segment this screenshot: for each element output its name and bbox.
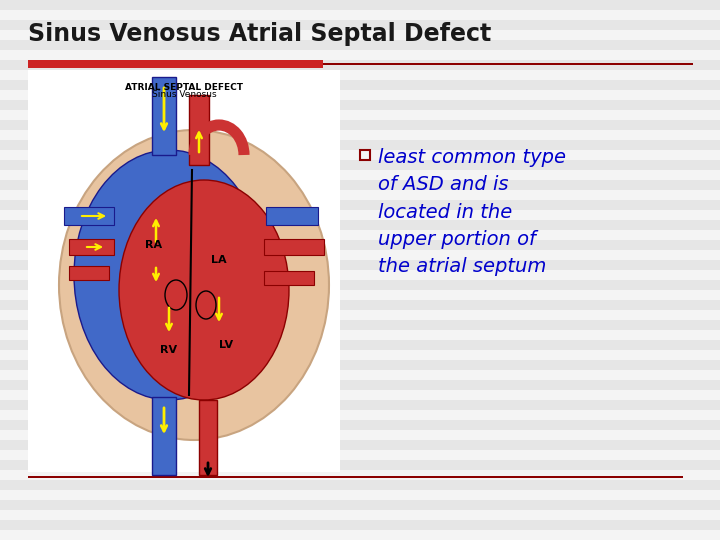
Bar	[0, 450, 720, 460]
Bar	[0, 190, 720, 200]
Bar	[199, 400, 217, 475]
Bar	[0, 360, 720, 370]
Bar	[0, 230, 720, 240]
Bar	[0, 500, 720, 510]
Bar	[0, 410, 720, 420]
Bar	[0, 430, 720, 440]
Bar	[0, 490, 720, 500]
Bar	[0, 70, 720, 80]
Bar	[0, 520, 720, 530]
Bar	[0, 0, 720, 10]
Bar	[0, 200, 720, 210]
Bar	[0, 280, 720, 290]
Bar	[28, 70, 340, 472]
Text: RA: RA	[145, 240, 163, 250]
Bar	[264, 239, 324, 255]
Bar	[152, 77, 176, 155]
Bar	[0, 510, 720, 520]
Bar	[0, 180, 720, 190]
Bar	[266, 207, 318, 225]
Bar	[0, 380, 720, 390]
Ellipse shape	[74, 150, 264, 400]
Text: ATRIAL SEPTAL DEFECT: ATRIAL SEPTAL DEFECT	[125, 83, 243, 92]
Bar	[0, 370, 720, 380]
Bar	[0, 150, 720, 160]
Bar	[0, 100, 720, 110]
Bar	[0, 400, 720, 410]
Bar	[0, 20, 720, 30]
Text: Sinus Venosus Atrial Septal Defect: Sinus Venosus Atrial Septal Defect	[28, 22, 491, 46]
Bar	[0, 390, 720, 400]
Bar	[0, 10, 720, 20]
Bar	[0, 460, 720, 470]
Text: RV: RV	[161, 345, 178, 355]
Bar	[28, 476, 683, 478]
Text: least common type
of ASD and is
located in the
upper portion of
the atrial septu: least common type of ASD and is located …	[378, 148, 566, 276]
Bar	[69, 266, 109, 280]
Text: LV: LV	[219, 340, 233, 350]
Bar	[0, 270, 720, 280]
Bar	[0, 530, 720, 540]
Bar	[360, 150, 370, 160]
Bar	[323, 63, 693, 65]
Bar	[0, 290, 720, 300]
Bar	[0, 420, 720, 430]
Bar	[0, 80, 720, 90]
Bar	[64, 207, 114, 225]
Bar	[0, 440, 720, 450]
Bar	[0, 170, 720, 180]
Bar	[0, 470, 720, 480]
Bar	[0, 60, 720, 70]
Bar	[0, 90, 720, 100]
Bar	[0, 50, 720, 60]
Bar	[0, 40, 720, 50]
Bar	[264, 271, 314, 285]
Bar	[0, 260, 720, 270]
Bar	[0, 110, 720, 120]
Bar	[0, 310, 720, 320]
Bar	[0, 140, 720, 150]
Bar	[189, 95, 209, 165]
Bar	[0, 350, 720, 360]
Bar	[0, 340, 720, 350]
Bar	[28, 60, 323, 68]
Bar	[0, 240, 720, 250]
Bar	[0, 220, 720, 230]
Bar	[0, 250, 720, 260]
Bar	[0, 130, 720, 140]
Bar	[152, 397, 176, 475]
Bar	[69, 239, 114, 255]
Bar	[0, 160, 720, 170]
Bar	[0, 300, 720, 310]
Bar	[0, 480, 720, 490]
Bar	[0, 210, 720, 220]
Bar	[0, 30, 720, 40]
Text: LA: LA	[211, 255, 227, 265]
Text: Sinus Venosus: Sinus Venosus	[152, 90, 216, 99]
Ellipse shape	[59, 130, 329, 440]
Bar	[0, 120, 720, 130]
Ellipse shape	[119, 180, 289, 400]
Bar	[0, 330, 720, 340]
Bar	[0, 320, 720, 330]
